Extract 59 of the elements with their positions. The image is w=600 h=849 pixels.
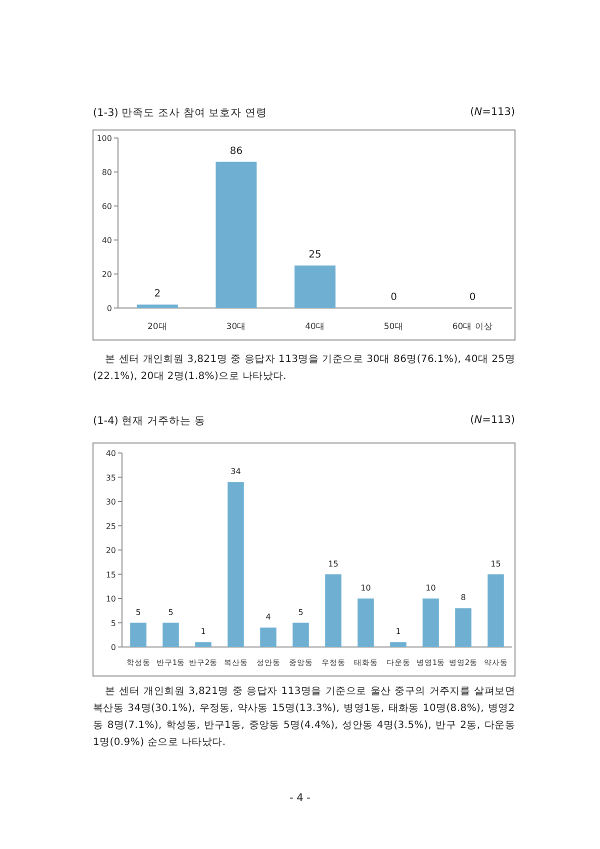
y-tick-label: 20	[106, 546, 116, 555]
y-tick-label: 40	[106, 449, 116, 458]
data-label: 8	[460, 593, 466, 602]
bar	[358, 598, 374, 647]
text: 본 센터 개인회원 3,821명 중 응답자 113명을 기준으로 울산 중구의 거주지를 살펴보면 복산동 34명(30.1%), 우정동, 약사동 15명(13.3%), 병영1동, 태화동 10명(8.8%), 병영2동 8명(7.1%), 학성동, 반구1동, 중앙동 5명(4.4%), 성안동 4명(3.5%), 반구 2동, 다운동 1명(0.9%) 순으로 나타났다.	[93, 685, 515, 750]
text: - 4 -	[288, 792, 312, 804]
y-tick-label: 25	[106, 522, 116, 531]
y-tick-label: 0	[106, 304, 112, 313]
data-label: 5	[298, 608, 304, 617]
y-tick-label: 60	[102, 202, 112, 211]
bar	[422, 598, 439, 647]
bar	[292, 622, 309, 647]
x-tick-label: 60대 이상	[452, 322, 493, 332]
y-tick-label: 35	[106, 473, 116, 482]
chart-title: (1-3) 만족도 조사 참여 보호자 연령	[93, 106, 268, 120]
y-tick-label: 15	[106, 570, 116, 580]
y-tick-label: 100	[96, 134, 112, 143]
data-label: 34	[230, 467, 241, 476]
data-label: 5	[136, 608, 141, 617]
data-label: 1	[200, 627, 206, 636]
bar	[162, 622, 179, 647]
x-tick-label: 50대	[384, 322, 404, 332]
data-label: 5	[168, 608, 174, 617]
bar	[260, 628, 276, 647]
bar	[195, 642, 212, 647]
chart-subtitle: (N=113)	[469, 414, 515, 426]
y-tick-label: 5	[110, 618, 116, 628]
y-tick-label: 80	[102, 168, 112, 177]
x-tick-label: 20대	[147, 322, 168, 332]
y-tick-label: 0	[110, 643, 116, 652]
bar	[390, 642, 406, 647]
data-label: 4	[266, 612, 271, 622]
y-tick-label: 40	[102, 236, 112, 245]
data-label: 86	[230, 146, 243, 157]
data-label: 15	[490, 559, 501, 568]
bar	[294, 266, 336, 308]
chart-title: (1-4) 현재 거주하는 동	[93, 414, 206, 428]
y-tick-label: 10	[106, 594, 116, 604]
data-label: 1	[396, 627, 401, 636]
text: 본 센터 개인회원 3,821명 중 응답자 113명을 기준으로 30대 86명(76.1%), 40대 25명(22.1%), 20대 2명(1.8%)으로 나타났다.	[93, 353, 515, 384]
bar	[130, 622, 146, 647]
x-tick-label: 30대	[226, 322, 246, 332]
bar	[228, 482, 244, 647]
bar	[488, 574, 504, 647]
data-label: 0	[390, 292, 397, 303]
data-label: 15	[328, 559, 338, 568]
bar	[136, 304, 178, 308]
chart-subtitle: (N=113)	[469, 106, 515, 118]
bar	[216, 162, 257, 308]
data-label: 10	[360, 584, 371, 592]
data-label: 10	[426, 584, 436, 592]
y-tick-label: 20	[102, 270, 112, 279]
y-tick-label: 30	[106, 498, 116, 506]
data-label: 2	[154, 288, 161, 300]
bar	[455, 608, 472, 647]
x-tick-label: 40대	[305, 322, 325, 332]
bar	[325, 574, 342, 647]
data-label: 0	[469, 292, 476, 303]
data-label: 25	[308, 250, 322, 260]
